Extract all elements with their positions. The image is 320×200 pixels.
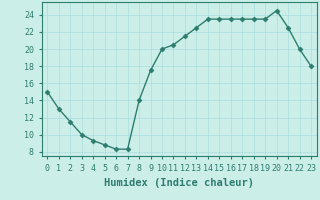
X-axis label: Humidex (Indice chaleur): Humidex (Indice chaleur)	[104, 178, 254, 188]
